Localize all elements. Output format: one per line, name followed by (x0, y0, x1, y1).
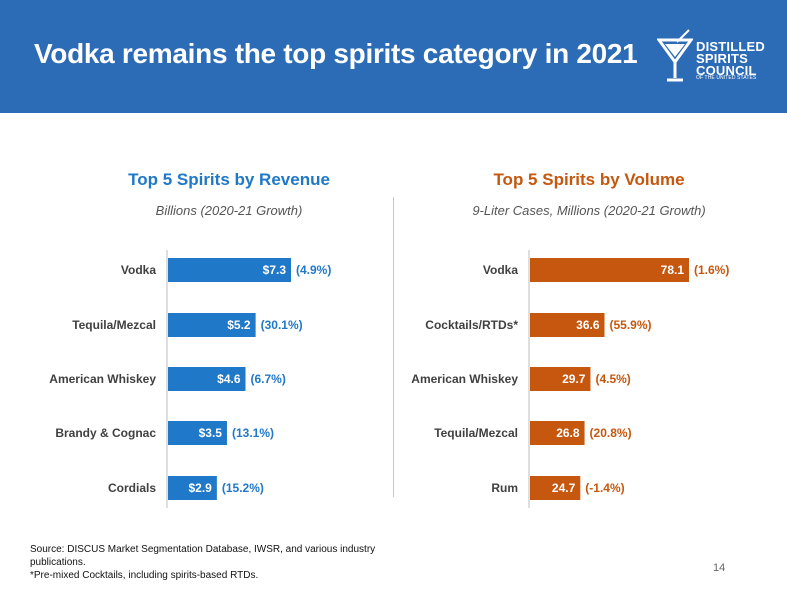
logo-subtext: OF THE UNITED STATES (696, 75, 757, 81)
source-note: Source: DISCUS Market Segmentation Datab… (30, 544, 376, 568)
category-label: American Whiskey (49, 372, 156, 386)
growth-label: (30.1%) (261, 318, 303, 332)
growth-label: (55.9%) (610, 318, 652, 332)
bar (168, 421, 227, 445)
growth-label: (4.5%) (595, 372, 630, 386)
page-title: Vodka remains the top spirits category i… (34, 38, 638, 69)
growth-label: (15.2%) (222, 481, 264, 495)
bar (168, 313, 256, 337)
bar (530, 313, 605, 337)
category-label: Brandy & Cognac (55, 426, 156, 440)
logo-text-line: DISTILLED (696, 39, 765, 54)
volume-chart-title: Top 5 Spirits by Volume (493, 170, 685, 189)
page-number: 14 (713, 562, 726, 574)
header-banner: Vodka remains the top spirits category i… (0, 0, 787, 113)
bar (168, 367, 246, 391)
bar (530, 421, 585, 445)
growth-label: (4.9%) (296, 263, 331, 277)
value-label: $7.3 (263, 263, 287, 277)
growth-label: (20.8%) (590, 426, 632, 440)
bar (168, 258, 291, 282)
category-label: Tequila/Mezcal (72, 318, 156, 332)
martini-glass-icon (656, 29, 694, 82)
bar (530, 258, 689, 282)
bar (530, 367, 591, 391)
value-label: $4.6 (217, 372, 241, 386)
volume-chart-subtitle: 9-Liter Cases, Millions (2020-21 Growth) (472, 203, 706, 218)
revenue-chart-subtitle: Billions (2020-21 Growth) (155, 203, 303, 218)
value-label: $3.5 (199, 426, 223, 440)
growth-label: (13.1%) (232, 426, 274, 440)
growth-label: (-1.4%) (585, 481, 624, 495)
growth-label: (6.7%) (251, 372, 286, 386)
footnote: Source: DISCUS Market Segmentation Datab… (30, 543, 390, 582)
category-label: Cordials (108, 481, 156, 495)
value-label: $5.2 (227, 318, 251, 332)
revenue-chart-title: Top 5 Spirits by Revenue (128, 170, 330, 189)
value-label: 24.7 (552, 481, 576, 495)
value-label: 36.6 (576, 318, 600, 332)
category-label: Rum (491, 481, 518, 495)
category-label: American Whiskey (411, 372, 518, 386)
asterisk-note: *Pre-mixed Cocktails, including spirits-… (30, 570, 259, 581)
category-label: Tequila/Mezcal (434, 426, 518, 440)
category-label: Cocktails/RTDs* (425, 318, 518, 332)
bar (530, 476, 581, 500)
value-label: $2.9 (189, 481, 213, 495)
bar (168, 476, 217, 500)
value-label: 78.1 (661, 263, 685, 277)
logo-text-line: SPIRITS (696, 51, 748, 66)
category-label: Vodka (121, 263, 156, 277)
logo-text-line: COUNCIL (696, 63, 757, 78)
category-label: Vodka (483, 263, 518, 277)
growth-label: (1.6%) (694, 263, 729, 277)
discus-logo: DISTILLED SPIRITS COUNCIL OF THE UNITED … (656, 28, 767, 88)
chart-divider (393, 197, 394, 497)
value-label: 26.8 (556, 426, 580, 440)
value-label: 29.7 (562, 372, 586, 386)
